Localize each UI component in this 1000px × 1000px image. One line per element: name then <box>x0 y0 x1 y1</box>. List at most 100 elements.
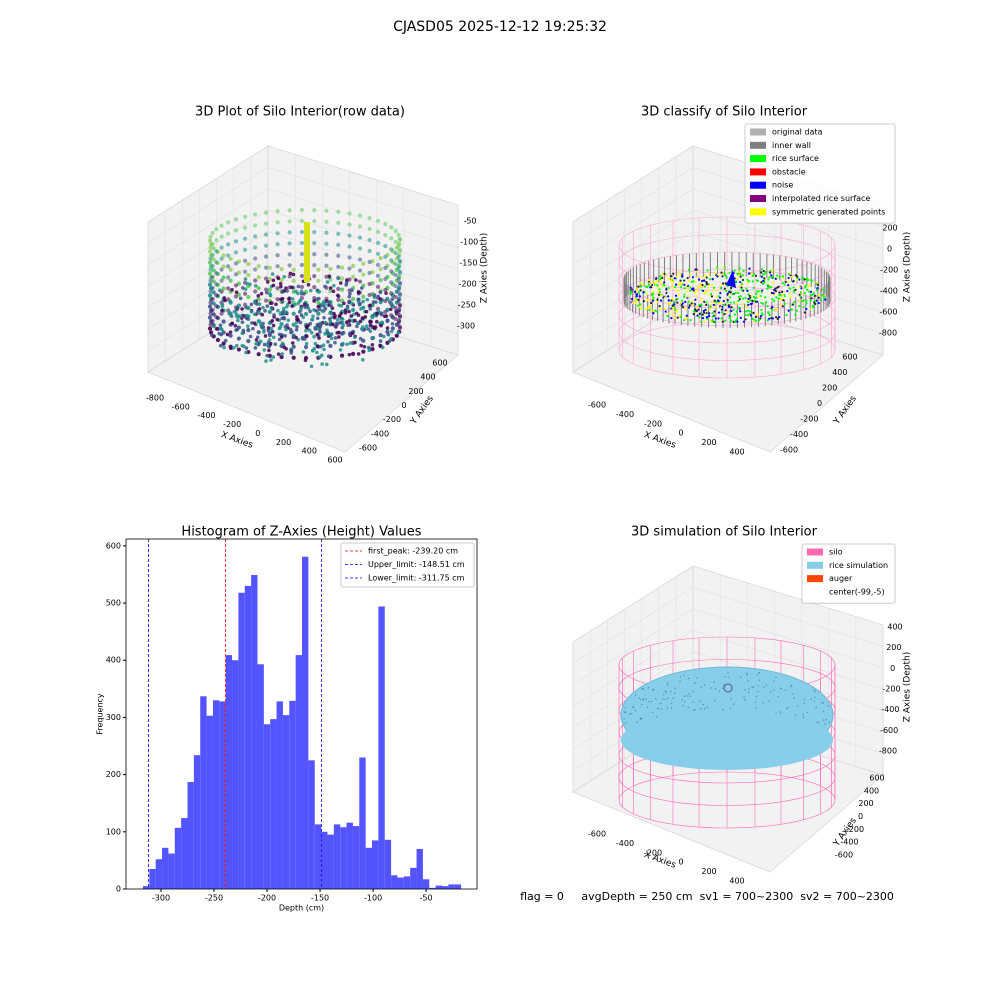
surface-point <box>641 703 643 706</box>
point <box>702 289 705 293</box>
point <box>279 266 284 272</box>
point <box>253 289 258 294</box>
point <box>387 300 392 304</box>
point <box>650 286 653 289</box>
legend-label: center(-99,-5) <box>829 587 885 596</box>
point <box>689 286 692 289</box>
point <box>684 300 687 304</box>
point <box>375 262 381 267</box>
point <box>275 242 280 247</box>
point <box>265 353 269 358</box>
point <box>709 305 712 308</box>
point <box>805 302 808 305</box>
point <box>215 337 221 343</box>
point <box>672 306 675 310</box>
point <box>816 287 819 290</box>
bar <box>435 885 443 889</box>
surface-point <box>779 687 782 689</box>
z-tick-label: 200 <box>882 224 897 233</box>
surface-point <box>747 680 749 682</box>
figure-title: CJASD05 2025-12-12 19:25:32 <box>393 19 607 35</box>
surface-point <box>755 707 757 709</box>
bar <box>149 868 156 889</box>
surface-point <box>744 699 746 701</box>
point <box>336 209 341 214</box>
point <box>207 282 213 287</box>
point <box>648 308 651 312</box>
point <box>822 295 825 298</box>
point <box>778 275 781 279</box>
surface-point <box>686 695 689 697</box>
bar <box>162 847 169 889</box>
point <box>299 218 305 224</box>
point <box>315 322 320 327</box>
point <box>347 211 352 216</box>
point <box>252 312 257 317</box>
point <box>291 267 296 272</box>
point <box>290 297 295 301</box>
point <box>262 342 267 347</box>
point <box>336 220 341 225</box>
point <box>691 276 695 279</box>
point <box>673 277 676 280</box>
legend-label: interpolated rice surface <box>772 194 870 203</box>
point <box>289 330 293 335</box>
point <box>397 302 403 307</box>
point <box>740 282 743 285</box>
pane-grid <box>572 167 694 244</box>
point <box>228 333 233 338</box>
point <box>232 346 236 350</box>
point <box>253 256 258 261</box>
point <box>347 244 352 249</box>
point <box>710 295 714 298</box>
point <box>760 290 763 293</box>
point <box>315 344 320 348</box>
point <box>269 306 274 310</box>
point <box>745 287 748 290</box>
point <box>668 301 672 305</box>
point <box>275 297 280 302</box>
point <box>357 302 362 307</box>
point <box>699 320 703 323</box>
point <box>257 302 262 306</box>
point <box>317 307 322 312</box>
point <box>709 292 713 295</box>
point <box>378 339 383 343</box>
point <box>308 321 313 326</box>
point <box>751 275 754 278</box>
z-tick-label: -150 <box>459 259 477 268</box>
point <box>758 295 761 298</box>
point <box>729 296 732 299</box>
point <box>208 278 213 283</box>
point <box>304 341 309 346</box>
z-tick-label: -400 <box>881 705 899 714</box>
point <box>242 291 248 296</box>
pane-grid <box>267 252 459 313</box>
point <box>271 355 276 359</box>
point <box>370 315 375 320</box>
surface-point <box>703 708 706 710</box>
point <box>722 267 725 270</box>
point <box>375 284 381 289</box>
point <box>654 277 658 281</box>
point <box>683 318 686 322</box>
point <box>385 326 390 330</box>
point <box>229 346 233 351</box>
point <box>728 290 731 294</box>
bar <box>212 700 220 889</box>
y-tick-label: 500 <box>106 599 121 608</box>
point <box>792 286 795 289</box>
point <box>715 295 718 298</box>
surface-point <box>688 693 690 695</box>
surface-point <box>777 695 780 698</box>
point <box>358 319 363 324</box>
point <box>263 265 269 270</box>
point <box>340 317 345 321</box>
point <box>367 281 372 287</box>
point <box>749 314 752 317</box>
legend-swatch <box>807 548 823 556</box>
point <box>210 252 215 258</box>
obstacle <box>726 270 736 288</box>
point <box>397 313 403 318</box>
point <box>243 287 248 291</box>
